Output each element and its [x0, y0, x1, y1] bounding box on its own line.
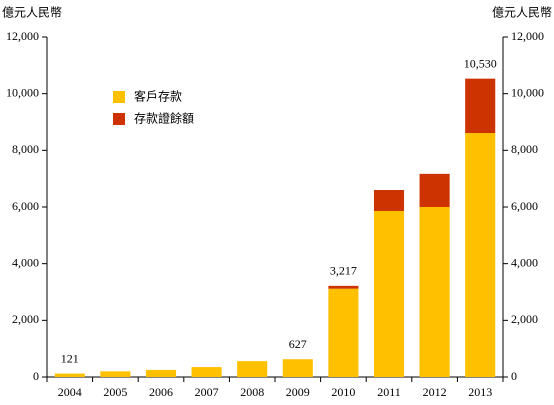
y2-tick-label: 4,000: [511, 255, 538, 269]
bar-segment: [328, 285, 359, 289]
y2-tick-label: 6,000: [511, 199, 538, 213]
bar-segment: [100, 371, 131, 377]
bar-segment: [373, 190, 405, 211]
y2-tick-label: 10,000: [511, 85, 544, 99]
total-label: 627: [289, 337, 307, 351]
bar-segment: [54, 373, 85, 377]
x-tick-label: 2004: [58, 385, 82, 399]
x-tick-label: 2006: [149, 385, 173, 399]
y2-tick-label: 12,000: [511, 29, 544, 43]
bar-segment: [237, 361, 268, 377]
legend-label: 客戶存款: [134, 89, 182, 104]
y2-tick-label: 8,000: [511, 142, 538, 156]
x-tick-label: 2008: [240, 385, 264, 399]
y-tick-label: 0: [33, 369, 39, 383]
bar-segment: [328, 288, 359, 377]
y-tick-label: 2,000: [12, 312, 39, 326]
y-tick-label: 6,000: [12, 199, 39, 213]
x-tick-label: 2007: [195, 385, 219, 399]
y-tick-label: 4,000: [12, 255, 39, 269]
bar-segment: [282, 359, 313, 377]
bar-segment: [419, 207, 450, 377]
y-tick-label: 8,000: [12, 142, 39, 156]
x-tick-label: 2012: [423, 385, 447, 399]
total-label: 3,217: [330, 264, 357, 278]
legend-swatch: [113, 113, 125, 125]
bar-segment: [373, 210, 405, 377]
x-tick-label: 2010: [331, 385, 355, 399]
x-tick-label: 2013: [468, 385, 492, 399]
bar-segment: [465, 133, 496, 377]
bar-segment: [145, 369, 177, 377]
y2-tick-label: 0: [511, 369, 517, 383]
x-tick-label: 2009: [286, 385, 310, 399]
x-tick-label: 2011: [377, 385, 401, 399]
y2-axis-label: 億元人民幣: [492, 6, 552, 20]
legend-label: 存款證餘額: [134, 111, 194, 126]
y2-tick-label: 2,000: [511, 312, 538, 326]
y-tick-label: 12,000: [6, 29, 39, 43]
x-tick-label: 2005: [103, 385, 127, 399]
y-axis-label: 億元人民幣: [2, 6, 62, 20]
total-label: 10,530: [464, 56, 497, 70]
legend-swatch: [113, 91, 125, 103]
bar-segment: [419, 173, 450, 207]
total-label: 121: [61, 351, 79, 365]
bar-segment: [465, 78, 496, 134]
y-tick-label: 10,000: [6, 85, 39, 99]
bar-segment: [191, 367, 222, 377]
